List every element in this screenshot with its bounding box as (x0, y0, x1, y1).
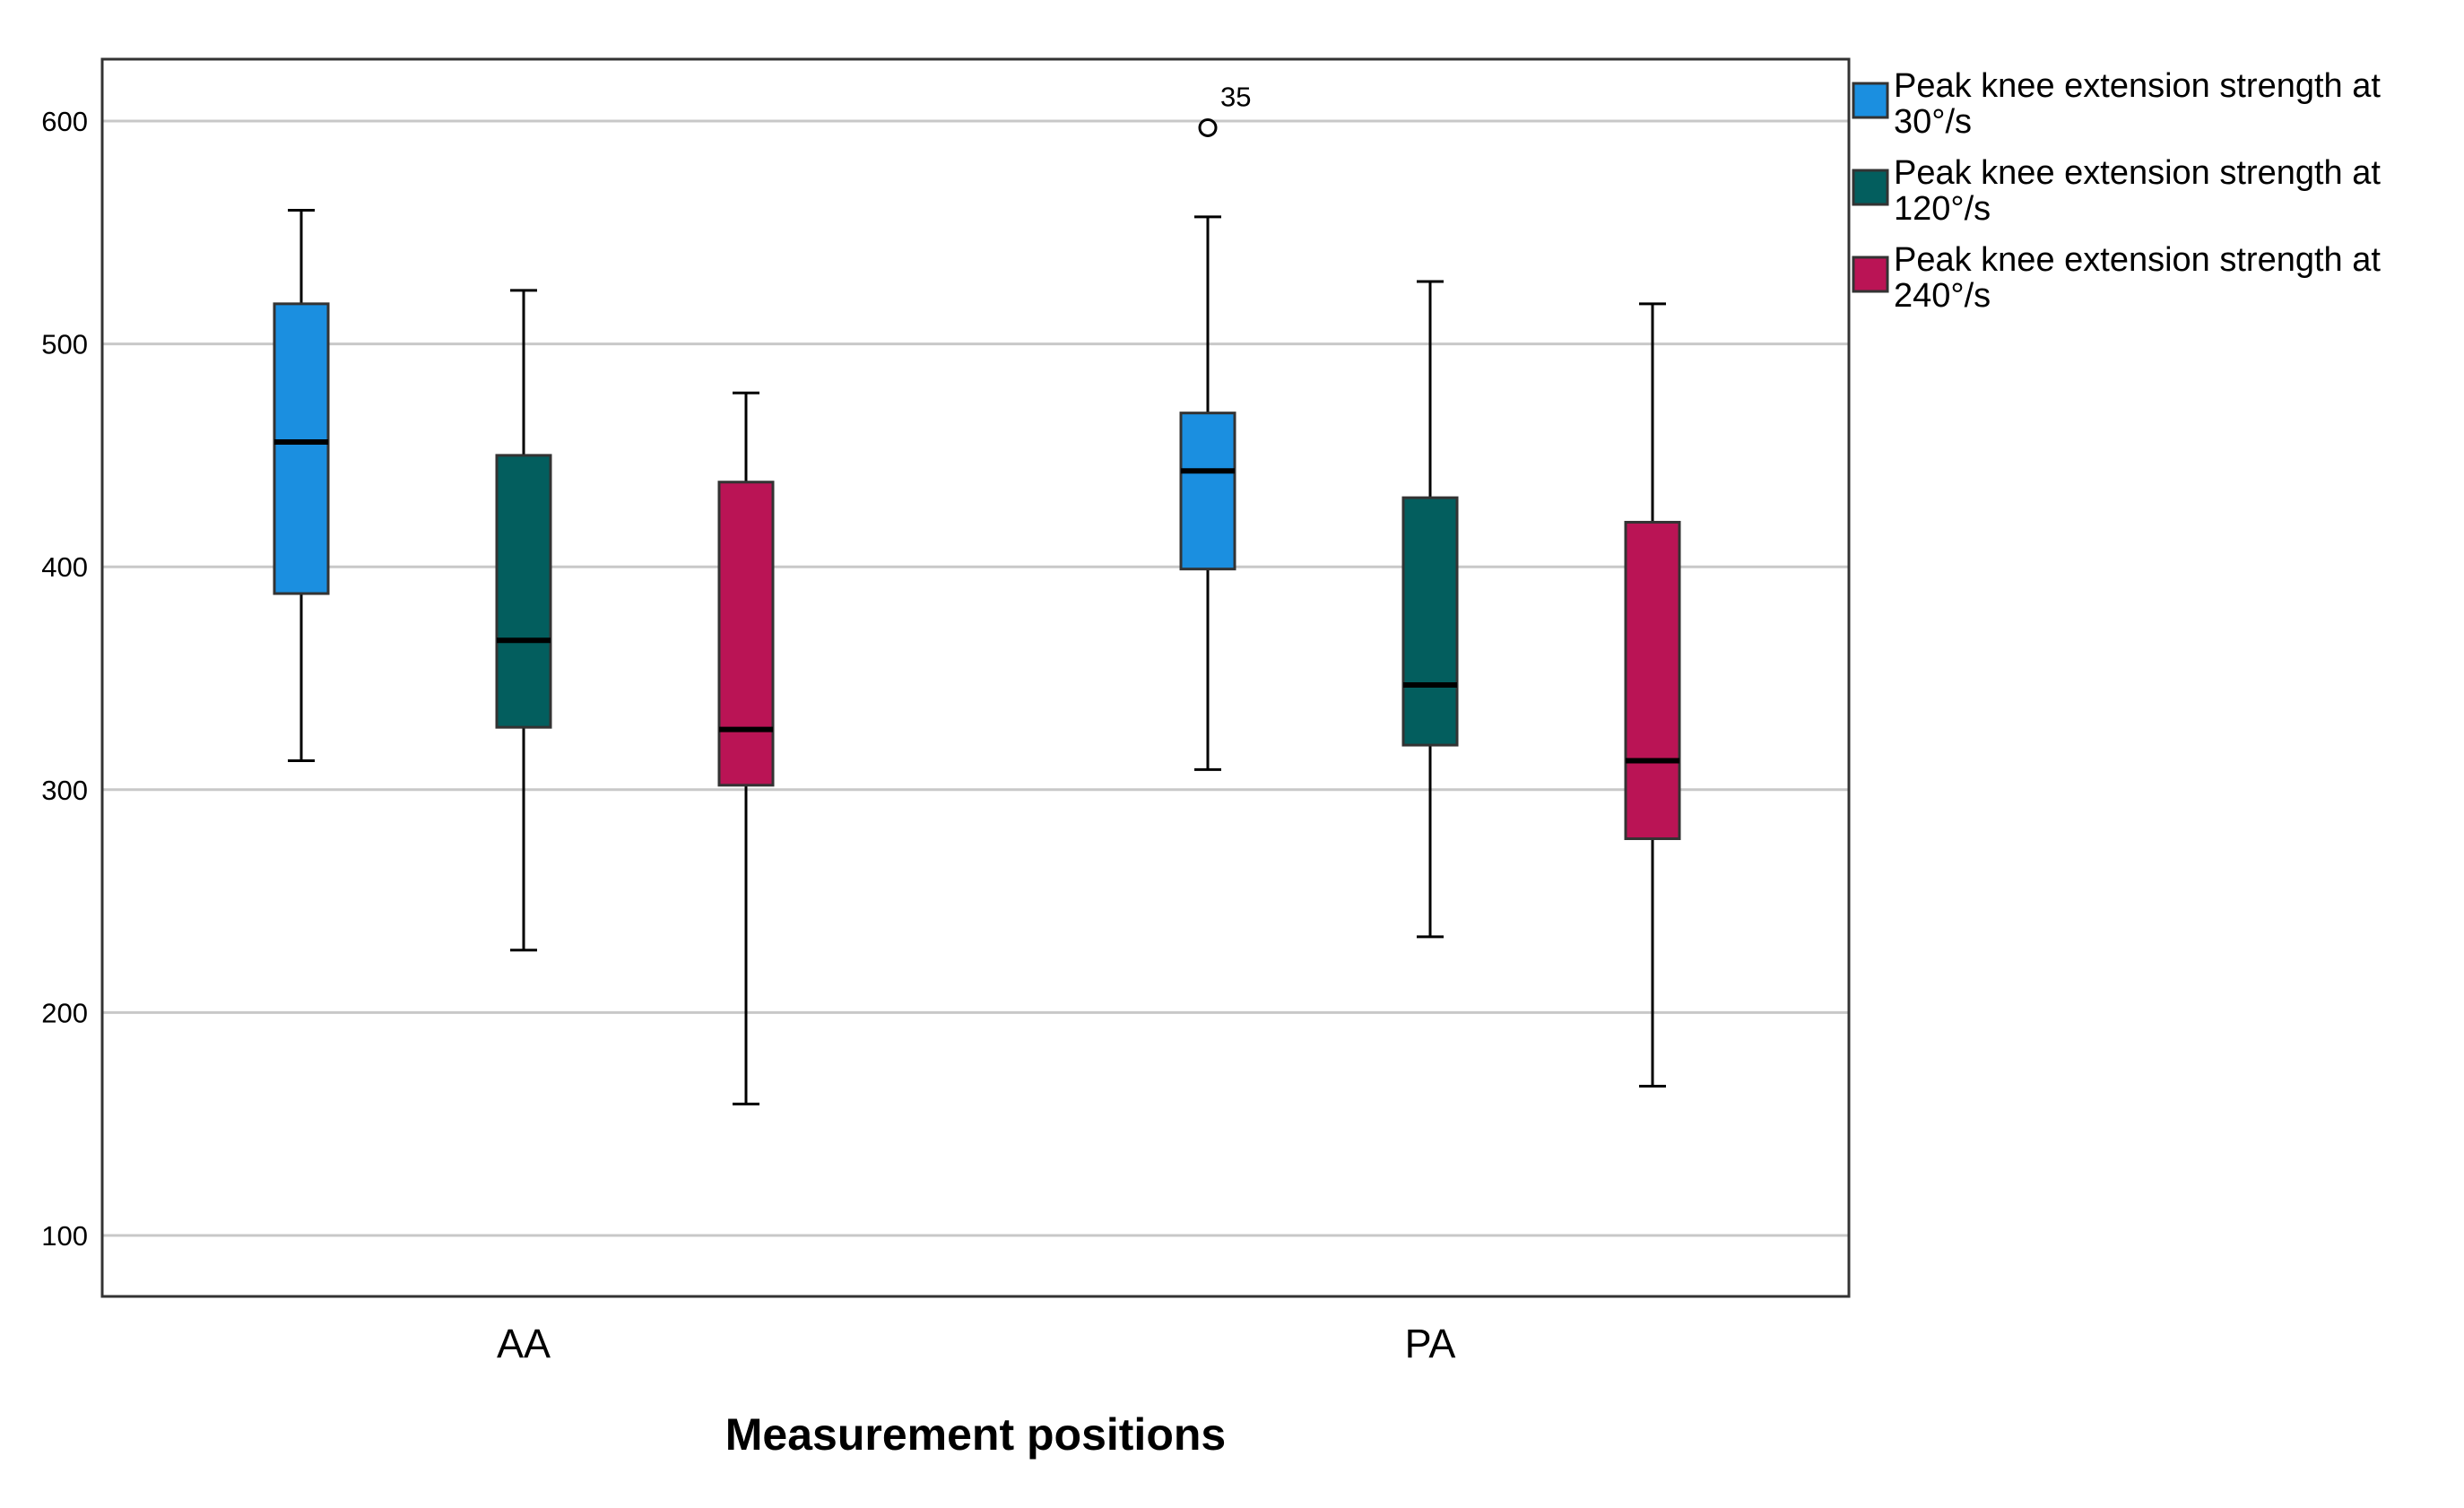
legend-label-line-1-2: 30°/s (1894, 103, 1972, 141)
iqr-box-series3-pa (1624, 520, 1681, 840)
x-tick-label-aa: AA (497, 1321, 551, 1366)
y-axis: 100 200 300 400 500 600 (41, 106, 88, 1252)
outlier-label-series1-pa-0: 35 (1220, 81, 1251, 112)
legend-item-3: Peak knee extension strength at 240°/s (1852, 241, 2381, 315)
x-axis: AA PA (497, 1321, 1455, 1366)
legend-label-line-3-1: Peak knee extension strength at (1894, 241, 2381, 279)
legend-label-line-2-2: 120°/s (1894, 190, 1991, 228)
legend-label-line-3-2: 240°/s (1894, 277, 1991, 315)
legend-label-1: Peak knee extension strength at 30°/s (1894, 67, 2381, 141)
legend-swatch-3 (1852, 256, 1889, 293)
iqr-box-series2-pa (1401, 496, 1459, 747)
y-tick-label-600: 600 (41, 106, 88, 137)
y-tick-label-200: 200 (41, 997, 88, 1028)
legend-label-3: Peak knee extension strength at 240°/s (1894, 241, 2381, 315)
iqr-box-series3-aa (717, 481, 775, 787)
legend-item-1: Peak knee extension strength at 30°/s (1852, 67, 2381, 141)
plot-area-frame (100, 57, 1851, 1298)
x-tick-label-pa: PA (1405, 1321, 1456, 1366)
x-axis-label: Measurement positions (725, 1409, 1226, 1460)
box-series1-pa: 35 (1179, 81, 1251, 771)
box-series3-pa (1624, 302, 1681, 1088)
y-tick-label-500: 500 (41, 329, 88, 360)
outlier-point-series1-pa-0 (1198, 117, 1218, 137)
y-tick-label-100: 100 (41, 1220, 88, 1252)
legend-swatch-1 (1852, 82, 1889, 119)
legend-label-2: Peak knee extension strength at 120°/s (1894, 154, 2381, 228)
legend-label-line-2-1: Peak knee extension strength at (1894, 154, 2381, 192)
legend-swatch-2 (1852, 169, 1889, 206)
iqr-box-series2-aa (495, 454, 552, 729)
box-group: 35 (273, 81, 1681, 1105)
legend-item-2: Peak knee extension strength at 120°/s (1852, 154, 2381, 228)
box-series2-pa (1401, 280, 1459, 939)
legend-label-line-1-1: Peak knee extension strength at (1894, 67, 2381, 105)
y-tick-label-400: 400 (41, 551, 88, 583)
y-tick-label-300: 300 (41, 775, 88, 806)
box-series3-aa (717, 391, 775, 1105)
box-series1-aa (273, 208, 330, 762)
iqr-box-series1-pa (1179, 412, 1236, 571)
gridlines (102, 119, 1849, 1237)
box-series2-aa (495, 289, 552, 952)
iqr-box-series1-aa (273, 302, 330, 595)
legend: Peak knee extension strength at 30°/sPeak… (1852, 67, 2381, 315)
